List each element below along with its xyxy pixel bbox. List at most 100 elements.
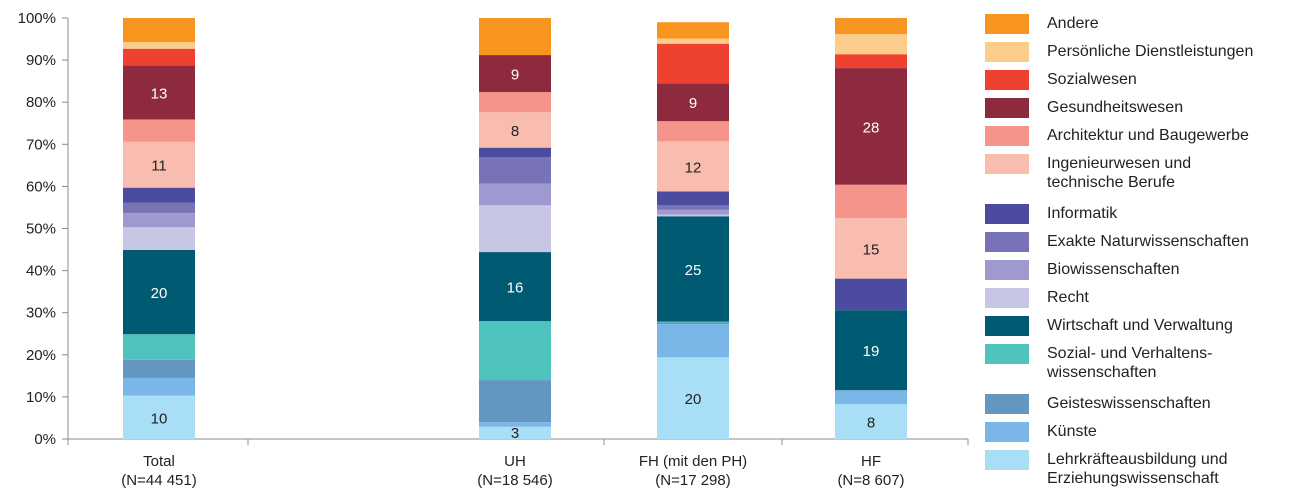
y-tick-label: 10% — [26, 389, 56, 406]
bar-segment — [123, 119, 195, 142]
bar-segment — [657, 22, 729, 39]
bar-segment — [479, 380, 551, 423]
legend-item: Sozial- und Verhaltens- wissenschaften — [985, 344, 1307, 382]
bar-segment — [657, 322, 729, 325]
legend-item: Geisteswissenschaften — [985, 394, 1307, 414]
bar-segment — [123, 359, 195, 378]
bar-segment — [123, 187, 195, 203]
legend-swatch — [985, 70, 1029, 90]
data-label: 13 — [151, 86, 168, 103]
bar-segment — [123, 227, 195, 250]
legend-label: Andere — [1047, 15, 1099, 32]
x-tick-sublabel: (N=44 451) — [121, 472, 196, 489]
legend-label: Recht — [1047, 289, 1089, 306]
x-tick-sublabel: (N=18 546) — [477, 472, 552, 489]
bar-segment — [479, 55, 551, 93]
bar-segment — [479, 422, 551, 427]
bar-segment — [657, 191, 729, 206]
data-label: 8 — [867, 415, 875, 432]
legend-swatch — [985, 344, 1029, 364]
y-tick-label: 70% — [26, 136, 56, 153]
bar-segment — [835, 68, 907, 185]
data-label: 25 — [685, 262, 702, 279]
bar-segment — [835, 184, 907, 218]
bar-segment — [479, 18, 551, 56]
legend-label: Ingenieurwesen und technische Berufe — [1047, 155, 1192, 191]
bar-segment — [479, 321, 551, 381]
y-tick-label: 30% — [26, 305, 56, 322]
legend-swatch — [985, 422, 1029, 442]
data-label: 11 — [151, 158, 167, 175]
data-label: 9 — [689, 95, 697, 112]
legend-item: Künste — [985, 422, 1307, 442]
bar-segment — [835, 278, 907, 311]
bar-segment — [479, 157, 551, 184]
data-label: 28 — [863, 119, 880, 136]
bar-segment — [657, 216, 729, 322]
legend-item: Biowissenschaften — [985, 260, 1307, 280]
stacked-bar-chart: 0% 10% 20% 30% 40% 50% 60% 70% 80% 90% 100% 10 20 11 1… — [18, 10, 969, 489]
legend-label: Biowissenschaften — [1047, 261, 1180, 278]
legend-item: Exakte Naturwissenschaften — [985, 232, 1307, 252]
bar-segment — [657, 209, 729, 215]
legend-label: Wirtschaft und Verwaltung — [1047, 317, 1233, 334]
data-label: 3 — [511, 425, 519, 442]
bar-segment — [123, 65, 195, 120]
legend-item: Architektur und Baugewerbe — [985, 126, 1307, 146]
bar-segment — [123, 48, 195, 66]
y-tick-label: 100% — [18, 10, 56, 27]
legend-label: Exakte Naturwissenschaften — [1047, 233, 1249, 250]
bar-segment — [835, 390, 907, 405]
legend-item: Recht — [985, 288, 1307, 308]
x-tick-label: Total — [143, 453, 175, 470]
y-tick-label: 20% — [26, 347, 56, 364]
bar-segment — [479, 147, 551, 158]
y-tick-label: 90% — [26, 52, 56, 69]
y-tick-label: 60% — [26, 178, 56, 195]
bar-segment — [835, 310, 907, 391]
legend-swatch — [985, 450, 1029, 470]
bar-segment — [479, 112, 551, 148]
legend-item: Gesundheitswesen — [985, 98, 1307, 118]
data-label: 9 — [511, 67, 519, 84]
y-tick-label: 0% — [34, 431, 56, 448]
legend-swatch — [985, 232, 1029, 252]
x-tick-label: UH — [504, 453, 526, 470]
legend-swatch — [985, 98, 1029, 118]
bar-segment — [835, 54, 907, 69]
legend-swatch — [985, 14, 1029, 34]
legend-label: Lehrkräfteausbildung und Erziehungswisse… — [1047, 451, 1228, 487]
x-tick-label: FH (mit den PH) — [639, 453, 747, 470]
bar-segment — [479, 205, 551, 253]
bar-segment — [835, 217, 907, 279]
bar-segment — [657, 141, 729, 192]
bar-segment — [657, 83, 729, 122]
bar-segment — [835, 404, 907, 439]
legend-label: Sozialwesen — [1047, 71, 1137, 88]
bar-segment — [657, 43, 729, 84]
bar-segment — [835, 18, 907, 34]
data-label: 8 — [511, 123, 519, 140]
bar-segment — [123, 212, 195, 228]
data-label: 20 — [685, 391, 702, 408]
bar-segment — [123, 395, 195, 439]
legend-item: Andere — [985, 14, 1307, 34]
legend-item: Informatik — [985, 204, 1307, 224]
bar-segment — [123, 141, 195, 188]
legend-item: Sozialwesen — [985, 70, 1307, 90]
bar-segment — [657, 321, 729, 323]
x-tick-sublabel: (N=8 607) — [837, 472, 904, 489]
bar-segment — [123, 202, 195, 213]
bar-segment — [657, 205, 729, 210]
bar-segment — [479, 426, 551, 439]
bar-segment — [835, 33, 907, 55]
bar-segment — [479, 252, 551, 322]
bar-segment — [657, 121, 729, 142]
legend-swatch — [985, 288, 1029, 308]
bar-segment — [657, 214, 729, 217]
legend-label: Architektur und Baugewerbe — [1047, 127, 1249, 144]
legend-label: Persönliche Dienstleistungen — [1047, 43, 1254, 60]
legend-item: Ingenieurwesen und technische Berufe — [985, 154, 1307, 192]
legend-label: Gesundheitswesen — [1047, 99, 1184, 116]
x-tick-label: HF — [861, 453, 881, 470]
